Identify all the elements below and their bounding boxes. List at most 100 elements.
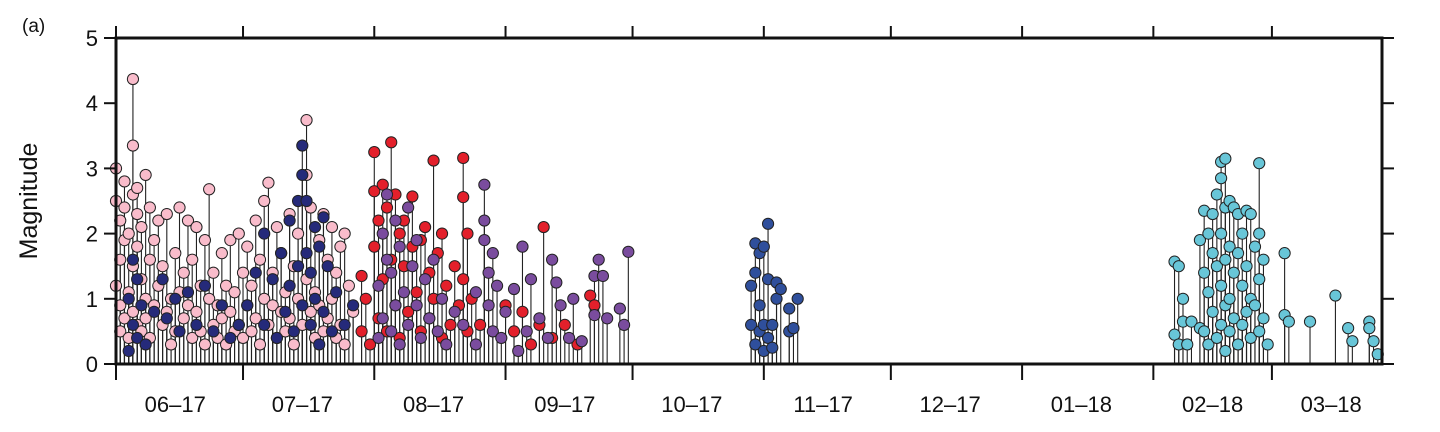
event-marker-red — [372, 214, 385, 227]
event-marker-red — [537, 220, 550, 234]
event-marker-navy — [169, 292, 182, 305]
event-marker-navy — [313, 240, 326, 253]
event-marker-pink — [245, 279, 258, 292]
event-marker-navy — [317, 211, 330, 224]
event-marker-navy — [232, 318, 245, 331]
event-marker-purple — [478, 214, 491, 227]
event-marker-navy — [207, 325, 220, 338]
event-marker-navy — [283, 214, 296, 227]
event-marker-purple — [410, 234, 423, 247]
event-marker-navy — [160, 312, 173, 325]
event-marker-cyan — [1198, 266, 1211, 279]
event-marker-purple — [397, 286, 411, 299]
event-marker-purple — [546, 253, 559, 266]
event-marker-cyan — [1202, 338, 1215, 351]
event-marker-navy — [266, 273, 279, 286]
event-marker-purple — [435, 292, 449, 305]
event-marker-cyan — [1210, 260, 1223, 273]
event-marker-cyan — [1219, 253, 1232, 266]
event-marker-pink — [207, 266, 220, 279]
event-marker-cyan — [1257, 312, 1270, 325]
event-marker-navy — [308, 220, 322, 234]
event-marker-pink — [236, 331, 250, 345]
event-marker-cyan — [1278, 247, 1291, 260]
event-marker-cyan — [1248, 240, 1262, 253]
event-marker-pink — [160, 207, 173, 221]
y-tick-label: 5 — [86, 26, 98, 51]
event-marker-cyan — [1223, 292, 1236, 305]
event-marker-cyan — [1231, 338, 1245, 351]
event-marker-purple — [596, 269, 610, 283]
event-marker-purple — [562, 331, 576, 345]
event-marker-blue — [766, 318, 779, 331]
event-marker-cyan — [1257, 253, 1270, 266]
event-marker-navy — [296, 139, 309, 152]
event-marker-cyan — [1215, 172, 1228, 185]
event-marker-purple — [457, 318, 470, 331]
event-marker-red — [355, 325, 368, 338]
event-marker-purple — [482, 266, 495, 279]
event-marker-purple — [448, 305, 461, 318]
event-marker-purple — [372, 279, 385, 292]
event-marker-purple — [512, 344, 525, 358]
event-marker-pink — [228, 286, 241, 299]
event-marker-purple — [418, 273, 432, 286]
event-marker-navy — [275, 247, 288, 260]
event-marker-red — [457, 190, 470, 204]
event-marker-pink — [126, 139, 140, 152]
event-marker-pink — [253, 253, 267, 266]
event-marker-navy — [313, 338, 326, 351]
event-marker-pink — [181, 214, 195, 227]
event-marker-blue — [791, 292, 804, 305]
event-marker-pink — [203, 183, 216, 196]
event-marker-cyan — [1367, 335, 1380, 348]
event-marker-red — [418, 220, 432, 234]
event-marker-purple — [389, 214, 402, 227]
event-marker-pink — [126, 72, 140, 86]
event-marker-pink — [131, 181, 144, 195]
event-marker-purple — [376, 227, 389, 240]
event-marker-purple — [567, 292, 580, 305]
event-marker-cyan — [1342, 322, 1355, 335]
event-marker-red — [359, 292, 372, 305]
event-marker-navy — [156, 273, 169, 286]
event-marker-blue — [753, 299, 766, 312]
event-marker-navy — [308, 292, 322, 305]
event-marker-cyan — [1215, 227, 1228, 240]
event-marker-navy — [270, 331, 283, 345]
event-marker-red — [402, 305, 415, 318]
event-marker-purple — [482, 299, 495, 312]
event-marker-red — [393, 227, 406, 240]
event-marker-purple — [478, 178, 491, 191]
event-marker-navy — [131, 273, 144, 286]
event-marker-purple — [389, 299, 402, 312]
event-marker-pink — [198, 338, 212, 351]
event-marker-pink — [241, 240, 254, 253]
event-marker-cyan — [1240, 260, 1253, 273]
event-marker-purple — [486, 247, 499, 260]
event-marker-red — [427, 154, 440, 167]
event-marker-cyan — [1202, 227, 1215, 240]
event-marker-red — [406, 190, 419, 203]
event-marker-purple — [516, 240, 529, 253]
event-markers — [109, 72, 1384, 361]
x-tick-label: 09–17 — [534, 392, 595, 417]
event-marker-cyan — [1240, 305, 1253, 318]
event-marker-pink — [126, 305, 140, 318]
event-marker-pink — [287, 338, 300, 351]
event-marker-purple — [440, 338, 453, 351]
event-marker-red — [368, 240, 381, 253]
event-marker-pink — [258, 194, 271, 208]
event-marker-purple — [402, 318, 415, 331]
event-marker-cyan — [1185, 315, 1198, 328]
event-marker-pink — [215, 312, 228, 325]
event-marker-pink — [148, 234, 161, 247]
event-marker-navy — [215, 299, 228, 312]
event-marker-navy — [330, 286, 343, 299]
event-marker-pink — [224, 305, 237, 318]
event-marker-pink — [181, 299, 195, 312]
event-marker-blue — [783, 302, 796, 315]
event-marker-navy — [300, 247, 313, 260]
y-axis-title: Magnitude — [15, 143, 43, 260]
event-marker-red — [380, 201, 394, 214]
